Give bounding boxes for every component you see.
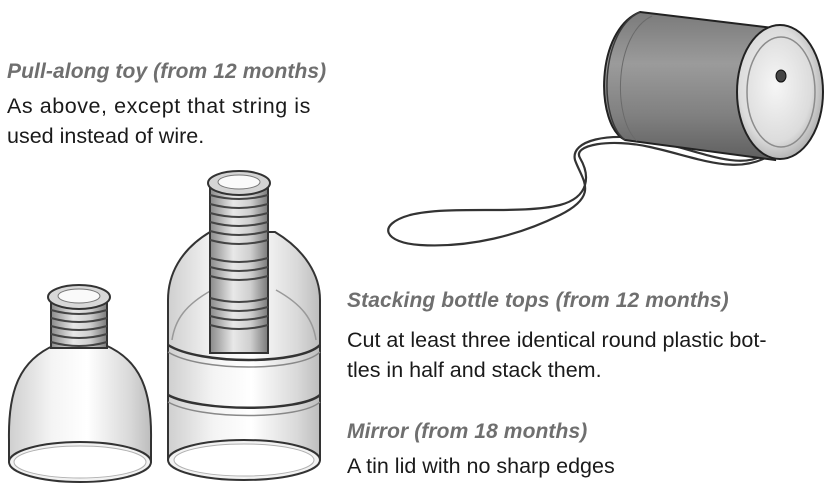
pull-along-line-1: As above, except that string is (7, 94, 311, 118)
mirror-text: A tin lid with no sharp edges (347, 451, 615, 481)
can-lid (736, 24, 824, 160)
bottle-top (7, 284, 153, 483)
tin-can-pull-toy (387, 10, 824, 247)
stacking-text: Cut at least three identical round plast… (347, 325, 766, 385)
stacked-bottle-tops (167, 170, 321, 481)
pull-along-heading: Pull-along toy (from 12 months) (7, 60, 327, 83)
mirror-line-1: A tin lid with no sharp edges (347, 454, 615, 478)
pull-along-line-2: used instead of wire. (7, 124, 205, 148)
stacking-heading: Stacking bottle tops (from 12 months) (347, 289, 729, 312)
mirror-heading: Mirror (from 18 months) (347, 420, 588, 443)
can-hole (775, 69, 787, 83)
pull-along-text: As above, except that string is used ins… (7, 91, 311, 151)
stacking-line-2: tles in half and stack them. (347, 358, 602, 382)
stacking-line-1: Cut at least three identical round plast… (347, 328, 767, 352)
